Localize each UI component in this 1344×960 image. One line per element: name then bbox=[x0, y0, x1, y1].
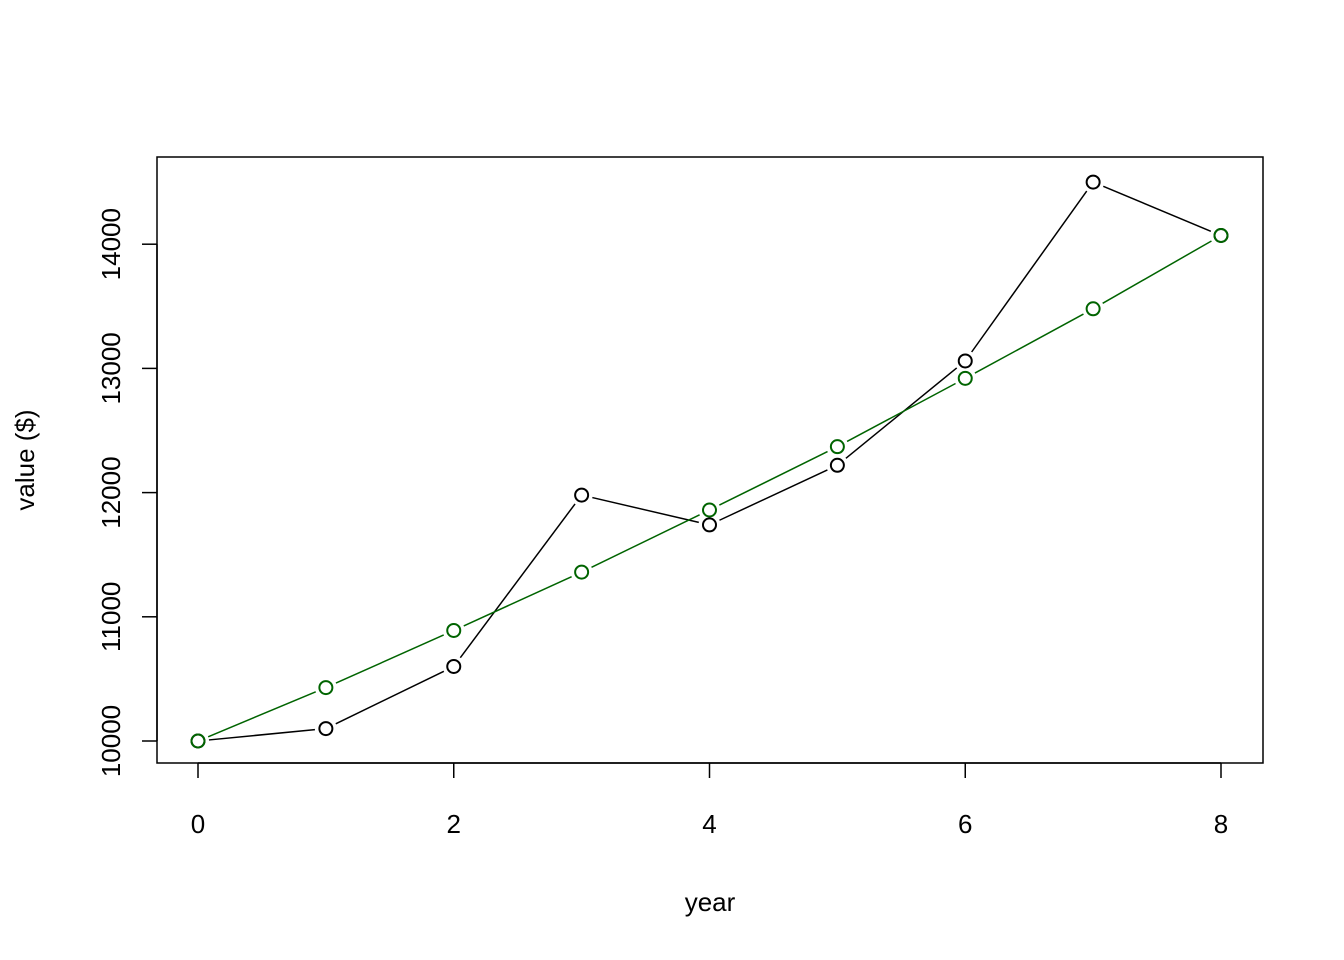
x-tick-label: 0 bbox=[191, 809, 205, 839]
series-1-point bbox=[574, 487, 590, 503]
series-2-segment bbox=[207, 691, 317, 738]
series-layer bbox=[190, 174, 1229, 749]
series-1-point bbox=[1085, 174, 1101, 190]
series-2-segment bbox=[591, 514, 700, 568]
series-2-point bbox=[318, 680, 334, 696]
series-1-segment bbox=[1102, 185, 1212, 232]
series-2-segment bbox=[463, 575, 572, 627]
series-2-point bbox=[957, 370, 973, 386]
plot-frame bbox=[156, 156, 1264, 764]
series-2 bbox=[190, 228, 1229, 749]
series-2-segment bbox=[974, 313, 1084, 374]
series-2-point bbox=[190, 733, 206, 749]
x-tick-label: 2 bbox=[447, 809, 461, 839]
series-2-segment bbox=[1102, 240, 1212, 304]
series-1-point bbox=[318, 721, 334, 737]
series-1-segment bbox=[208, 728, 315, 741]
y-tick-label: 11000 bbox=[96, 582, 126, 652]
series-2-point bbox=[1213, 228, 1229, 244]
x-tick-label: 4 bbox=[702, 809, 716, 839]
series-1-segment bbox=[719, 469, 828, 521]
series-2-point bbox=[702, 502, 717, 518]
y-tick-label: 14000 bbox=[96, 208, 126, 280]
series-2-segment bbox=[335, 634, 445, 684]
y-tick-label: 13000 bbox=[96, 332, 126, 404]
series-2-point bbox=[1085, 301, 1101, 317]
series-2-segment bbox=[846, 382, 956, 443]
series-1-point bbox=[446, 658, 462, 674]
y-tick-label: 10000 bbox=[96, 705, 126, 777]
y-axis-title: value ($) bbox=[10, 409, 40, 510]
y-tick-label: 12000 bbox=[96, 456, 126, 528]
series-2-point bbox=[829, 439, 845, 455]
series-2-segment bbox=[719, 450, 828, 506]
x-tick-label: 8 bbox=[1214, 809, 1228, 839]
series-1-segment bbox=[335, 670, 445, 725]
series-1-segment bbox=[592, 496, 699, 524]
series-1-segment bbox=[459, 503, 576, 659]
x-axis-title: year bbox=[685, 887, 736, 917]
series-1-point bbox=[957, 353, 973, 369]
series-1 bbox=[190, 174, 1229, 749]
series-1-segment bbox=[971, 190, 1088, 353]
series-1-point bbox=[702, 517, 717, 533]
series-2-point bbox=[574, 564, 590, 580]
series-2-point bbox=[446, 622, 462, 638]
x-axis: 0 2 4 6 8 bbox=[191, 762, 1228, 839]
x-tick-label: 6 bbox=[958, 809, 972, 839]
series-1-point bbox=[829, 457, 845, 473]
y-axis: 10000 11000 12000 13000 14000 bbox=[96, 208, 158, 777]
